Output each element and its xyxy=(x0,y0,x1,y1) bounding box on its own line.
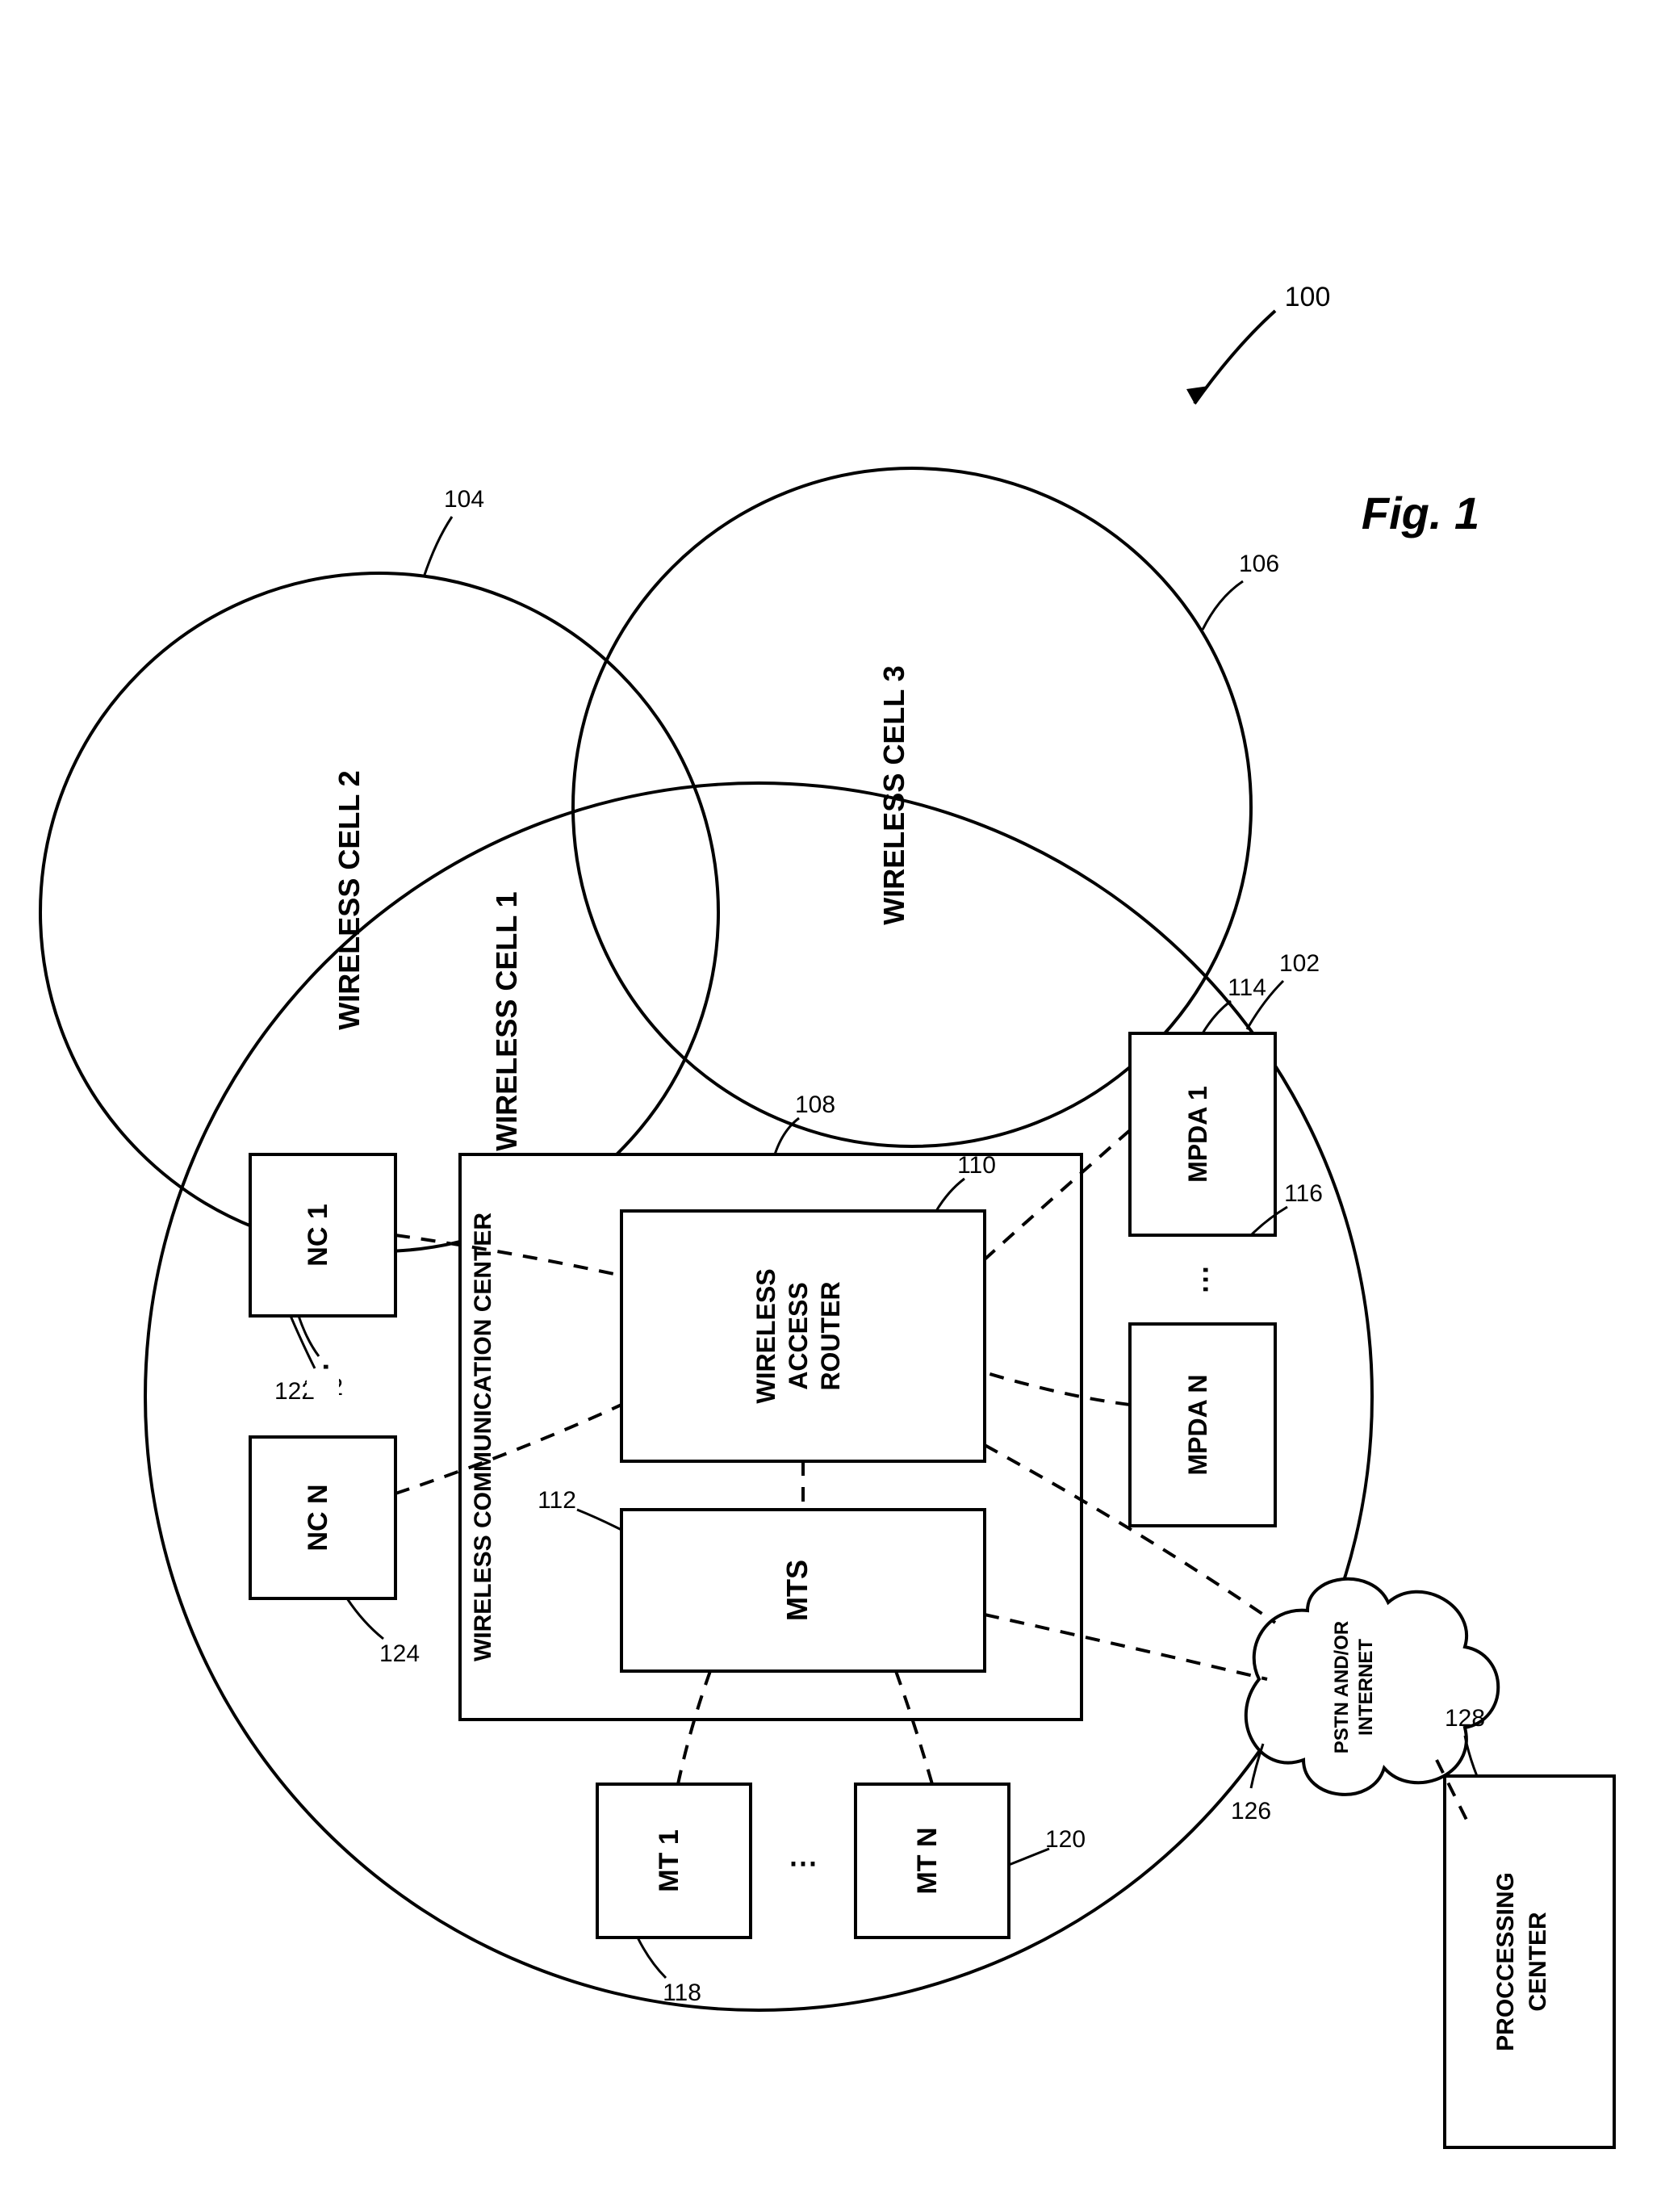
cloud-label-2: INTERNET xyxy=(1355,1639,1377,1736)
cell2-label: WIRELESS CELL 2 xyxy=(333,770,366,1029)
nc1-label: NC 1 xyxy=(303,1204,333,1266)
war-label-1: WIRELESS xyxy=(751,1268,780,1403)
ncn-leader xyxy=(347,1598,383,1639)
war-label-2: ACCESS xyxy=(784,1282,813,1389)
cell1-ref: 102 xyxy=(1279,950,1320,977)
nc1-ref-leader xyxy=(299,1316,319,1356)
cell2-ref: 104 xyxy=(444,486,484,513)
mt-dots: ⋯ xyxy=(789,1846,818,1879)
proc-leader xyxy=(1465,1736,1477,1776)
war-ref: 110 xyxy=(957,1152,996,1179)
mtn-label: MT N xyxy=(912,1827,943,1894)
mt1-leader xyxy=(638,1938,666,1978)
cloud-ref: 126 xyxy=(1231,1798,1271,1824)
cloud-leader xyxy=(1251,1744,1263,1788)
mpda-dots: ⋯ xyxy=(1188,1265,1221,1294)
cell2-circle xyxy=(40,573,718,1251)
mtn-leader xyxy=(1009,1849,1049,1865)
diagram-canvas: WIRELESS CELL 2 WIRELESS CELL 3 WIRELESS… xyxy=(0,0,1661,2212)
cell3-ref-leader xyxy=(1203,581,1243,630)
system-ref: 100 xyxy=(1285,282,1331,312)
ncref-124: 124 xyxy=(379,1640,420,1667)
mpda1-label: MPDA 1 xyxy=(1183,1086,1212,1183)
mts-ref: 112 xyxy=(538,1487,576,1514)
cell2-ref-leader xyxy=(424,517,452,577)
cell3-label: WIRELESS CELL 3 xyxy=(877,665,910,924)
cell1-label: WIRELESS CELL 1 xyxy=(490,891,523,1150)
mpdan-ref: 116 xyxy=(1284,1180,1323,1207)
ncn-label: NC N xyxy=(303,1484,333,1551)
war-label-3: ROUTER xyxy=(816,1281,845,1390)
proc-label-1: PROCCESSING xyxy=(1492,1872,1519,2051)
mpda1-ref: 114 xyxy=(1228,974,1266,1001)
mt1-ref: 118 xyxy=(663,1979,701,2006)
mtn-ref: 120 xyxy=(1045,1826,1086,1853)
wcc-ref: 108 xyxy=(795,1091,835,1118)
proc-label-2: CENTER xyxy=(1525,1912,1551,2012)
mt1-label: MT 1 xyxy=(654,1829,684,1892)
figure-title: Fig. 1 xyxy=(1362,488,1479,538)
proc-ref: 128 xyxy=(1445,1705,1485,1732)
cell3-ref: 106 xyxy=(1239,551,1279,577)
system-ref-arrow xyxy=(1194,311,1275,404)
mpdan-label: MPDA N xyxy=(1183,1374,1212,1475)
mpda1-leader xyxy=(1203,1001,1231,1033)
wcc-label: WIRELESS COMMUNICATION CENTER xyxy=(470,1213,496,1661)
cloud-label-1: PSTN AND/OR xyxy=(1331,1621,1353,1753)
mts-label: MTS xyxy=(780,1560,814,1621)
